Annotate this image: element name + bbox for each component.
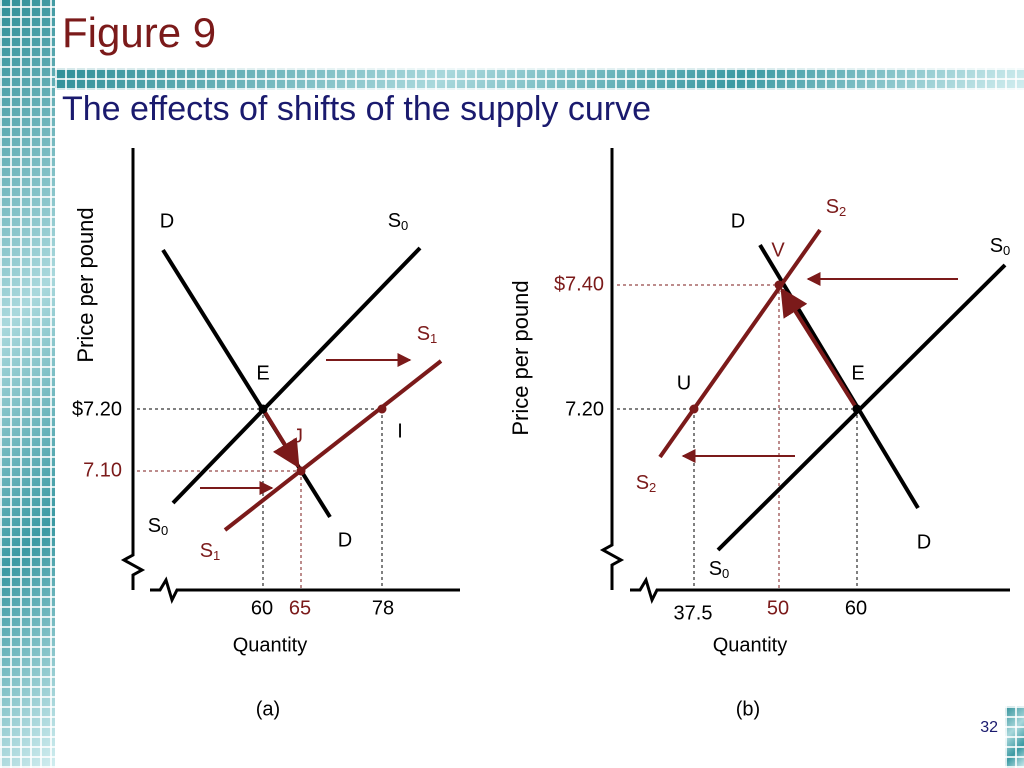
quantity-label: 65 [289, 597, 311, 619]
panel-caption: (a) [256, 698, 280, 720]
demand-curve [161, 248, 332, 519]
label-subscript: 0 [722, 566, 729, 581]
point-label: J [293, 425, 303, 447]
label-subscript: 0 [401, 218, 408, 233]
move-arrow [780, 287, 859, 411]
curve-label: S2 [826, 196, 847, 219]
label-subscript: 0 [1003, 243, 1010, 258]
label-letter: S [200, 540, 213, 562]
label-letter: S [148, 515, 161, 537]
point [258, 404, 268, 414]
price-label: 7.20 [565, 398, 604, 420]
curve-label: S0 [388, 210, 409, 233]
quantity-label: 50 [767, 597, 789, 619]
slide-subtitle: The effects of shifts of the supply curv… [62, 90, 651, 128]
move-arrow [261, 407, 300, 469]
label-subscript: 1 [213, 548, 220, 563]
point [689, 404, 699, 414]
panel-caption: (b) [736, 698, 760, 720]
curve-label: S2 [636, 472, 657, 495]
label-letter: S [636, 472, 649, 494]
supply-curve-shifted [223, 359, 443, 532]
point-label: U [677, 372, 691, 394]
quantity-label: 60 [251, 597, 273, 619]
y-axis [599, 148, 625, 590]
label-letter: S [417, 323, 430, 345]
label-letter: S [709, 558, 722, 580]
point [774, 280, 784, 290]
label-subscript: 1 [430, 331, 437, 346]
corner-texture [1005, 706, 1024, 768]
supply-curve [171, 246, 422, 505]
label-letter: S [990, 235, 1003, 257]
point-label: E [256, 362, 269, 384]
label-subscript: 2 [649, 480, 656, 495]
curve-label: S1 [200, 540, 221, 563]
y-axis-label: Price per pound [73, 207, 98, 362]
label-letter: S [826, 196, 839, 218]
page-number: 32 [980, 719, 998, 736]
x-axis-label: Quantity [713, 634, 787, 656]
price-label: $7.40 [554, 273, 604, 295]
price-label: $7.20 [72, 398, 122, 420]
quantity-label: 60 [845, 597, 867, 619]
label-subscript: 0 [161, 523, 168, 538]
price-label: 7.10 [83, 459, 122, 481]
slide-title: Figure 9 [62, 9, 216, 56]
title-band [55, 68, 1024, 90]
x-axis [630, 576, 1010, 605]
supply-curve [716, 263, 1007, 552]
quantity-label: 78 [372, 597, 394, 619]
x-axis [150, 576, 460, 605]
curve-label: D [731, 210, 745, 232]
y-axis [120, 148, 146, 590]
point-label: I [397, 420, 403, 442]
point-label: V [771, 239, 785, 261]
curve-label: S0 [148, 515, 169, 538]
point [852, 404, 862, 414]
curve-label: S1 [417, 323, 438, 346]
curve-label: D [160, 210, 174, 232]
curve-label: S0 [990, 235, 1011, 258]
point [296, 466, 306, 476]
point-label: E [851, 362, 864, 384]
point [377, 404, 387, 414]
label-subscript: 2 [839, 204, 846, 219]
curve-label: S0 [709, 558, 730, 581]
x-axis-label: Quantity [233, 634, 307, 656]
y-axis-label: Price per pound [508, 280, 533, 435]
curve-label: D [917, 531, 931, 553]
supply-curve-shifted [658, 228, 822, 459]
curve-label: D [338, 529, 352, 551]
quantity-label: 37.5 [674, 602, 713, 624]
label-letter: S [388, 210, 401, 232]
side-texture [0, 0, 55, 768]
